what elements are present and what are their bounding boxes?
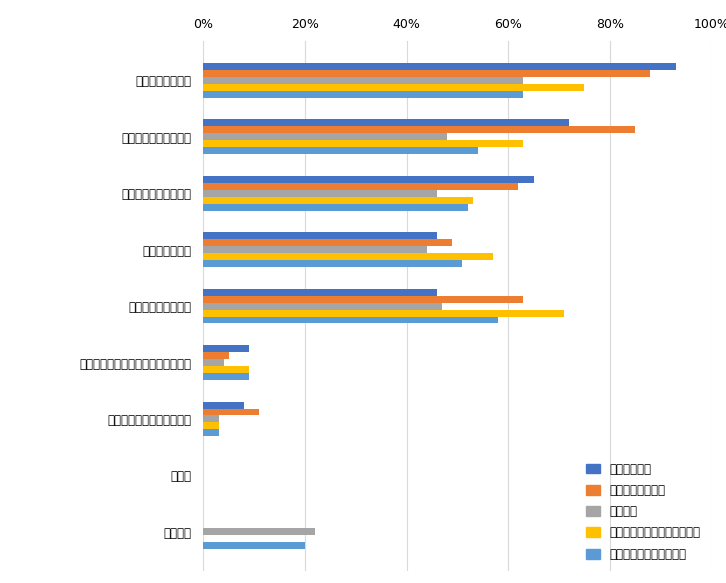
Bar: [203, 289, 437, 296]
Bar: [203, 91, 523, 98]
Bar: [203, 253, 493, 260]
Bar: [203, 84, 584, 91]
Bar: [203, 416, 219, 423]
Legend: 良化している, やや良化している, 変化なし, 悪化したが、回復傾向にある, 悪化し、回復していない: 良化している, やや良化している, 変化なし, 悪化したが、回復傾向にある, 悪…: [582, 458, 706, 566]
Bar: [203, 528, 315, 535]
Bar: [203, 182, 518, 189]
Bar: [203, 141, 523, 147]
Bar: [203, 147, 478, 154]
Bar: [203, 402, 244, 409]
Bar: [203, 430, 219, 436]
Bar: [203, 423, 219, 430]
Bar: [203, 359, 224, 366]
Bar: [203, 303, 442, 310]
Bar: [203, 134, 447, 141]
Bar: [203, 239, 452, 246]
Bar: [203, 260, 462, 267]
Bar: [203, 203, 468, 210]
Bar: [203, 63, 676, 70]
Bar: [203, 310, 564, 317]
Bar: [203, 345, 249, 352]
Bar: [203, 409, 259, 416]
Bar: [203, 70, 650, 77]
Bar: [203, 246, 427, 253]
Bar: [203, 317, 498, 324]
Bar: [203, 373, 249, 380]
Bar: [203, 189, 437, 196]
Bar: [203, 196, 473, 203]
Bar: [203, 352, 229, 359]
Bar: [203, 542, 305, 549]
Bar: [203, 127, 635, 134]
Bar: [203, 77, 523, 84]
Bar: [203, 296, 523, 303]
Bar: [203, 366, 249, 373]
Bar: [203, 232, 437, 239]
Bar: [203, 176, 534, 182]
Bar: [203, 120, 569, 127]
